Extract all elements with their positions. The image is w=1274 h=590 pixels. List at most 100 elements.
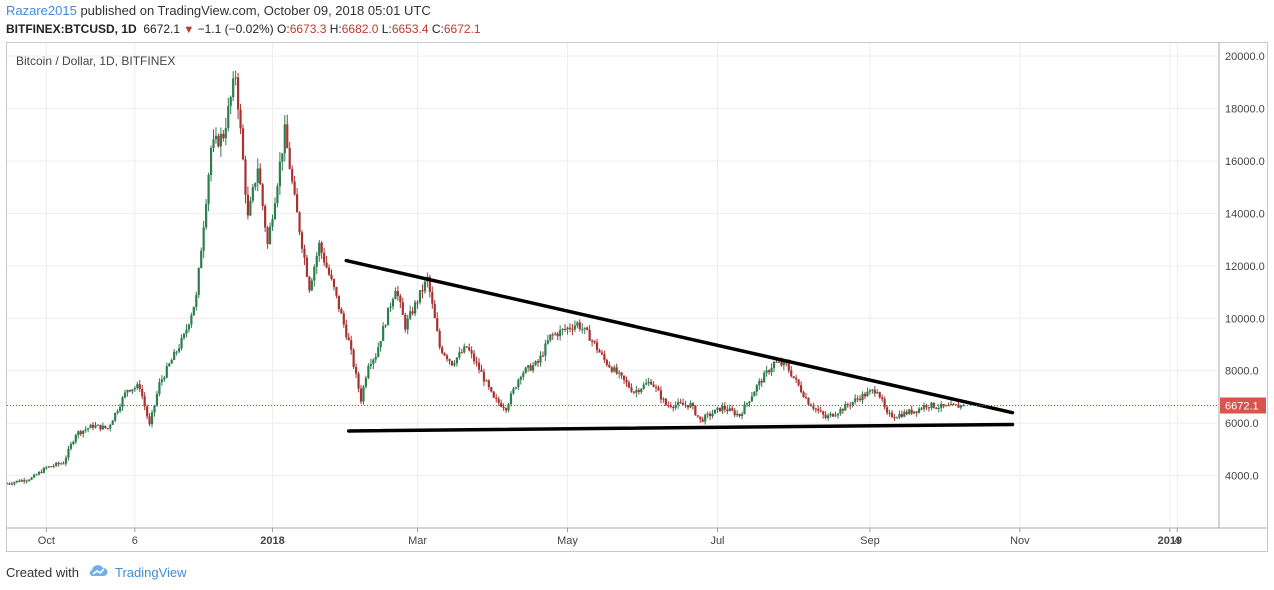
candle-up bbox=[224, 128, 227, 139]
candle-up bbox=[534, 361, 537, 366]
candle-down bbox=[18, 480, 21, 482]
candle-down bbox=[760, 380, 763, 383]
candle-up bbox=[913, 411, 916, 414]
candle-up bbox=[35, 474, 38, 476]
author-link[interactable]: Razare2015 bbox=[6, 3, 77, 18]
candle-down bbox=[890, 412, 894, 418]
candle-up bbox=[136, 384, 139, 388]
candle-down bbox=[632, 391, 635, 393]
candle-down bbox=[342, 313, 345, 325]
candle-down bbox=[8, 483, 11, 485]
trendline bbox=[346, 422, 1015, 433]
open-value: 6673.3 bbox=[289, 22, 327, 36]
created-with-label: Created with bbox=[6, 565, 79, 580]
candle-down bbox=[775, 361, 778, 363]
price-chart[interactable]: 6672.1 4000.0 6000.0 8000.0 10000.0 12000.0 1… bbox=[5, 43, 1267, 551]
candle-down bbox=[846, 404, 849, 406]
candle-up bbox=[829, 413, 832, 416]
candle-up bbox=[895, 417, 899, 419]
last-price-tag-label: 6672.1 bbox=[1225, 401, 1259, 413]
candle-down bbox=[654, 386, 658, 388]
tradingview-link[interactable]: TradingView bbox=[114, 565, 187, 580]
candle-up bbox=[278, 161, 281, 187]
candle-down bbox=[824, 414, 827, 419]
chart-panel[interactable]: 6672.1 4000.0 6000.0 8000.0 10000.0 12000.0 1… bbox=[5, 42, 1268, 552]
candle-up bbox=[170, 360, 173, 364]
tradingview-cloud-icon bbox=[87, 564, 109, 581]
candle-down bbox=[625, 379, 628, 383]
candle-down bbox=[490, 387, 493, 392]
candle-down bbox=[819, 410, 822, 412]
candle-down bbox=[261, 184, 264, 207]
x-tick-label: 2019 bbox=[1158, 535, 1182, 547]
candle-up bbox=[549, 334, 552, 341]
candle-down bbox=[347, 337, 350, 341]
candle-up bbox=[283, 124, 286, 154]
candle-down bbox=[502, 406, 505, 409]
candle-down bbox=[957, 404, 960, 408]
candle-up bbox=[273, 203, 277, 220]
candle-down bbox=[401, 302, 404, 315]
candle-up bbox=[406, 318, 409, 330]
candle-up bbox=[618, 372, 621, 374]
candle-up bbox=[67, 448, 70, 458]
candle-down bbox=[915, 411, 918, 413]
candle-down bbox=[878, 392, 881, 398]
high-label: H: bbox=[329, 22, 342, 36]
candle-down bbox=[350, 340, 353, 350]
candle-up bbox=[133, 387, 136, 390]
candle-down bbox=[709, 413, 712, 417]
candle-down bbox=[468, 347, 471, 351]
candle-up bbox=[765, 370, 768, 373]
candle-up bbox=[28, 479, 31, 481]
candle-up bbox=[197, 268, 200, 295]
candle-down bbox=[337, 295, 340, 309]
candle-down bbox=[433, 303, 436, 319]
candle-up bbox=[937, 408, 940, 410]
candle-down bbox=[881, 397, 884, 400]
candle-down bbox=[568, 327, 572, 329]
candle-down bbox=[99, 424, 102, 430]
candle-up bbox=[101, 425, 104, 430]
candle-down bbox=[470, 350, 473, 354]
candle-down bbox=[354, 366, 358, 374]
candle-up bbox=[544, 343, 547, 356]
candle-up bbox=[677, 402, 680, 405]
candle-up bbox=[711, 413, 714, 417]
candle-down bbox=[630, 387, 633, 392]
candle-up bbox=[674, 404, 677, 408]
candle-up bbox=[509, 393, 513, 405]
candle-up bbox=[229, 97, 232, 106]
candle-up bbox=[369, 364, 372, 366]
candle-down bbox=[563, 328, 567, 330]
candle-up bbox=[271, 219, 274, 227]
y-tick-label: 4000.0 bbox=[1225, 471, 1259, 483]
candle-up bbox=[192, 306, 195, 316]
candle-up bbox=[836, 413, 840, 416]
y-tick-label: 6000.0 bbox=[1225, 418, 1259, 430]
candle-down bbox=[605, 359, 608, 365]
candle-down bbox=[323, 252, 326, 263]
candle-down bbox=[288, 148, 291, 169]
candle-down bbox=[340, 308, 343, 314]
candle-up bbox=[566, 327, 569, 330]
candle-up bbox=[868, 390, 872, 392]
candle-up bbox=[126, 389, 129, 393]
candle-up bbox=[866, 391, 869, 397]
candle-down bbox=[637, 390, 640, 392]
candle-up bbox=[177, 348, 181, 352]
candle-up bbox=[202, 227, 205, 251]
candle-up bbox=[268, 226, 272, 245]
candle-down bbox=[598, 350, 601, 353]
candle-down bbox=[541, 355, 545, 357]
candle-up bbox=[959, 405, 962, 408]
candle-up bbox=[30, 477, 33, 480]
candle-down bbox=[679, 402, 682, 404]
candle-up bbox=[155, 393, 159, 406]
y-tick-label: 16000.0 bbox=[1225, 156, 1265, 168]
candle-up bbox=[463, 346, 466, 353]
symbol-label: BITFINEX:BTCUSD, 1D bbox=[6, 22, 137, 36]
candle-down bbox=[23, 480, 26, 482]
candle-up bbox=[854, 398, 857, 402]
candle-down bbox=[264, 206, 267, 228]
